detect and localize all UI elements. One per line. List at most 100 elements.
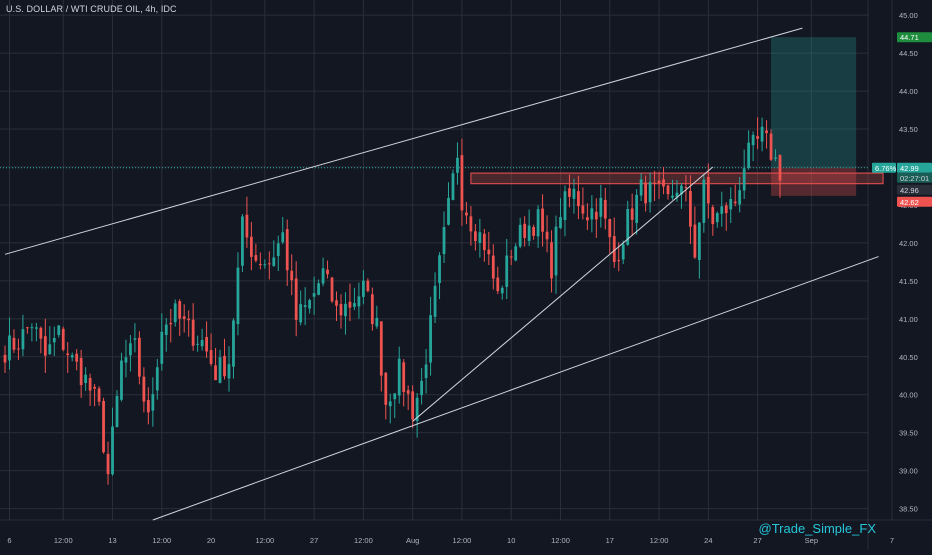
candle-body [254,255,258,261]
candle-body [375,317,379,327]
candle-body [429,315,432,363]
candle-body [30,327,34,329]
candle-body [626,209,630,245]
candle-body [447,197,450,225]
candle-body [106,453,110,475]
candle-body [491,255,495,279]
candle-body [200,339,204,347]
candle-body [129,343,132,356]
candle-body [146,399,150,413]
price-label-timer: 02:27:01 [900,174,929,183]
candle-body [111,426,114,475]
candle-body [644,182,647,204]
candle-body [357,296,361,307]
candle-body [729,198,733,210]
candle-body [93,386,96,389]
time-tick-label: 24 [704,536,712,545]
candle-body [411,391,415,420]
candle-body [563,191,567,221]
candle-body [532,226,536,236]
candle-body [326,269,329,275]
candle-body [97,388,101,402]
time-tick-label: 20 [207,536,215,545]
candle-body [612,236,616,262]
price-tick-label: 39.50 [899,429,918,438]
candle-body [393,393,397,400]
candle-body [756,136,759,139]
candle-body [281,232,285,243]
candle-body [523,223,527,238]
price-label-entry: 42.96 [900,186,919,195]
time-tick-label: 13 [108,536,116,545]
candle-body [617,260,621,262]
candle-body [697,222,701,260]
time-tick-label: 12:00 [152,536,171,545]
candle-body [554,226,558,276]
candle-body [577,191,580,207]
candle-body [312,293,316,297]
candle-body [671,195,674,198]
candle-body [209,350,213,364]
candle-body [330,277,334,302]
candle-body [133,338,137,340]
candle-body [769,133,773,160]
candle-body [469,216,473,232]
candle-body [514,246,518,261]
candle-body [653,182,656,184]
time-tick-label: 27 [310,536,318,545]
candle-body [442,226,446,255]
candle-body [500,287,504,294]
candle-body [276,243,280,257]
candle-body [88,378,92,391]
candle-body [227,364,231,379]
candle-body [267,263,271,265]
candle-body [680,185,683,195]
candle-body [66,353,70,356]
price-tick-label: 41.50 [899,277,918,286]
candle-body [317,283,320,295]
candle-body [733,201,737,204]
candle-body [308,300,312,309]
time-tick-label: 6 [7,536,11,545]
candle-body [509,256,513,258]
candle-body [550,242,553,279]
candle-body [138,337,141,377]
candle-body [608,219,612,238]
target-profit-zone [771,37,857,168]
candle-body [406,390,410,394]
candle-body [196,343,200,345]
candle-body [473,231,477,241]
price-tick-label: 40.50 [899,353,918,362]
candle-body [79,357,83,386]
candle-body [339,303,343,316]
candle-body [460,155,464,211]
candle-body [702,179,706,223]
candle-body [715,213,719,223]
candle-body [505,255,509,287]
candle-body [648,182,652,203]
price-label-stop-bg [897,196,932,207]
candle-body [115,396,119,428]
candle-body [585,217,589,221]
candle-body [285,229,289,271]
candle-body [321,268,325,284]
candle-body [17,348,20,350]
candle-body [214,365,217,381]
candle-body [370,294,374,325]
candle-body [75,353,79,362]
candle-body [263,264,267,266]
candle-body [70,355,74,358]
candle-body [603,199,607,219]
candle-body [258,264,262,266]
chart-title: U.S. DOLLAR / WTI CRUDE OIL, 4h, IDC [6,4,177,14]
candle-body [424,364,428,379]
candle-body [26,327,29,329]
time-tick-label: 12:00 [255,536,274,545]
rising-support-line [412,166,714,422]
price-label-target: 44.71 [900,33,919,42]
price-label-stop: 42.62 [900,198,919,207]
candle-body [102,400,105,453]
candle-body [711,207,715,225]
